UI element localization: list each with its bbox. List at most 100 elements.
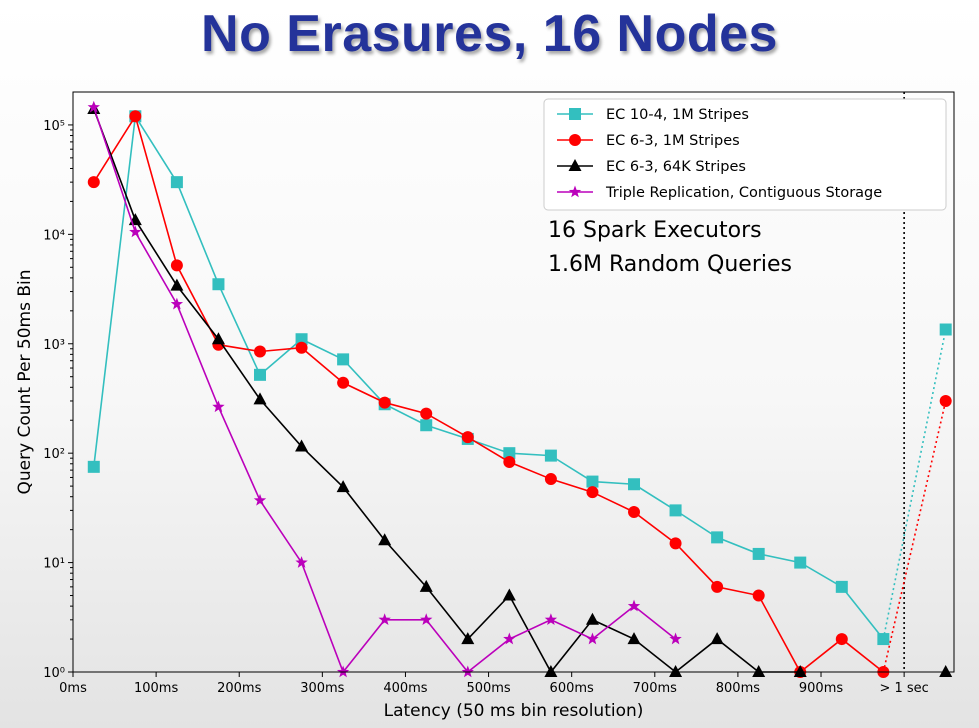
data-point — [336, 480, 350, 493]
series-2 — [87, 101, 953, 677]
data-point — [544, 473, 557, 486]
data-point — [87, 460, 100, 473]
data-point — [793, 665, 807, 677]
data-point — [461, 665, 474, 678]
data-point — [170, 278, 184, 291]
data-point — [877, 633, 890, 646]
data-point — [212, 400, 225, 413]
data-point — [752, 547, 765, 560]
y-axis-title: Query Count Per 50ms Bin — [15, 269, 35, 494]
data-point — [337, 376, 350, 389]
data-point — [586, 475, 599, 488]
legend-label: EC 6-3, 64K Stripes — [606, 159, 746, 175]
data-point — [253, 392, 267, 405]
annotation-executors: 16 Spark Executors — [548, 218, 762, 243]
series-line — [93, 114, 884, 674]
overflow-point — [939, 394, 952, 407]
overflow-point — [939, 665, 953, 677]
data-point — [752, 665, 766, 677]
data-point — [337, 353, 350, 366]
data-point — [378, 533, 392, 546]
data-point — [669, 504, 682, 517]
data-point — [211, 332, 225, 345]
data-point — [419, 579, 433, 592]
data-point — [503, 632, 516, 645]
x-tick-label: 400ms — [383, 681, 427, 696]
data-point — [378, 613, 391, 626]
data-point — [129, 110, 142, 123]
data-point — [461, 632, 475, 645]
data-point — [212, 278, 225, 291]
data-point — [503, 447, 516, 460]
data-point — [669, 632, 682, 645]
data-point — [711, 531, 724, 544]
y-tick-label: 10⁵ — [43, 119, 65, 134]
data-point — [628, 478, 641, 491]
data-point — [752, 589, 765, 602]
chart-marks — [87, 92, 953, 678]
legend-marker — [568, 159, 582, 171]
x-tick-label: 900ms — [799, 681, 843, 696]
data-point — [586, 486, 599, 499]
data-point — [254, 345, 267, 358]
data-point — [544, 613, 558, 626]
data-point — [295, 341, 308, 354]
chart-axes: 0ms 100ms 200ms 300ms 400ms 500ms 600ms 700ms 80… — [43, 119, 929, 696]
slide-title: No Erasures, 16 Nodes — [201, 5, 778, 63]
x-tick-label: 600ms — [550, 681, 594, 696]
data-point — [627, 632, 641, 645]
overflow-point — [939, 323, 952, 336]
data-point — [295, 439, 309, 452]
legend-label: EC 10-4, 1M Stripes — [606, 107, 749, 123]
data-point — [544, 449, 557, 462]
x-tick-label: 0ms — [59, 681, 87, 696]
data-point — [87, 100, 100, 113]
data-point — [586, 632, 599, 645]
data-point — [129, 225, 142, 238]
data-point — [794, 556, 807, 569]
data-point — [669, 665, 683, 677]
x-tick-label: 300ms — [300, 681, 344, 696]
series-line — [92, 113, 884, 640]
x-tick-label: 100ms — [134, 681, 178, 696]
data-point — [253, 493, 267, 506]
data-point — [502, 588, 516, 601]
data-point — [378, 396, 391, 409]
x-axis-title: Latency (50 ms bin resolution) — [384, 701, 644, 721]
legend-label: EC 6-3, 1M Stripes — [606, 133, 740, 149]
series-0 — [87, 110, 952, 646]
data-point — [420, 419, 433, 432]
overflow-line — [882, 329, 947, 640]
data-point — [461, 431, 474, 444]
x-tick-label: 700ms — [633, 681, 677, 696]
data-point — [295, 333, 308, 346]
x-tick-label: 500ms — [466, 681, 510, 696]
legend-marker — [568, 185, 582, 198]
data-point — [585, 612, 599, 625]
data-point — [87, 176, 100, 189]
series-1 — [87, 110, 952, 678]
data-point — [627, 599, 641, 612]
data-point — [170, 297, 184, 310]
data-point — [295, 556, 308, 568]
x-tick-label: 800ms — [716, 681, 760, 696]
data-point — [544, 665, 558, 677]
annotation-queries: 1.6M Random Queries — [548, 252, 792, 277]
data-point — [628, 505, 641, 518]
legend-label: Triple Replication, Contiguous Storage — [605, 185, 882, 201]
series-line — [93, 108, 801, 674]
legend-box — [543, 98, 947, 211]
y-tick-label: 10⁴ — [43, 228, 65, 243]
data-point — [835, 633, 848, 646]
series-3 — [87, 100, 682, 678]
data-point — [420, 407, 433, 420]
data-point — [420, 613, 433, 626]
data-point — [254, 368, 267, 381]
x-tick-label: 200ms — [217, 681, 261, 696]
legend-marker — [569, 108, 581, 120]
data-point — [170, 259, 183, 272]
chart-legend: EC 10-4, 1M Stripes EC 6-3, 1M Stripes EC … — [543, 98, 947, 211]
overflow-line — [882, 400, 947, 673]
data-point — [835, 580, 848, 593]
